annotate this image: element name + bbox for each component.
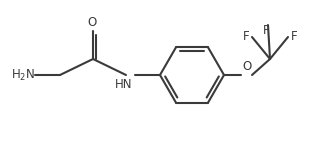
- Text: O: O: [242, 60, 252, 73]
- Text: O: O: [87, 16, 97, 29]
- Text: F: F: [291, 29, 297, 42]
- Text: HN: HN: [115, 78, 133, 91]
- Text: F: F: [243, 29, 249, 42]
- Text: H$_2$N: H$_2$N: [11, 67, 35, 83]
- Text: F: F: [263, 24, 269, 36]
